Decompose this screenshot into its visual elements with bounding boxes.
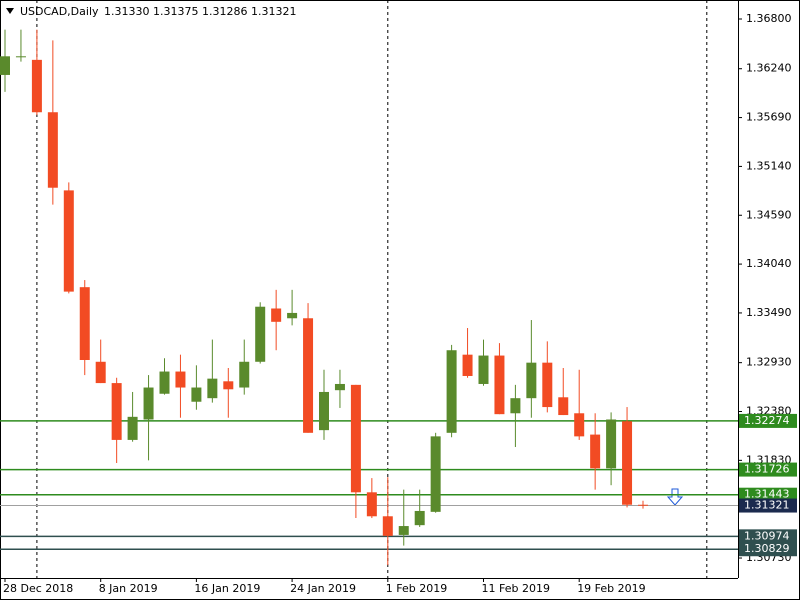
candle-body [414, 510, 425, 526]
level-label: 1.30829 [744, 542, 790, 555]
candle-body [526, 362, 537, 399]
candle-body [350, 384, 361, 493]
level-label-bg [739, 498, 797, 513]
candle-body [606, 419, 617, 469]
candle-body [191, 387, 202, 402]
y-tick-label: 1.35140 [746, 159, 792, 172]
symbol-title: USDCAD,Daily [20, 5, 99, 18]
candle-body [366, 492, 377, 517]
x-tick-label: 28 Dec 2018 [3, 582, 73, 595]
candle-body [255, 306, 266, 362]
down-arrow-icon [666, 488, 684, 506]
candle-body [239, 361, 250, 388]
candle-body [31, 59, 42, 113]
level-label: 1.32274 [744, 414, 790, 427]
level-label-bg [739, 462, 797, 477]
level-label-bg [739, 487, 797, 502]
candle-body [303, 318, 314, 433]
candle-body [542, 362, 553, 408]
header-arrow [6, 8, 14, 14]
candle-body [95, 361, 106, 384]
candle-body [287, 312, 298, 319]
level-label-bg [739, 542, 797, 557]
candle-body [111, 383, 122, 440]
x-tick-label: 1 Feb 2019 [386, 582, 447, 595]
quote-low: 1.31286 [202, 5, 248, 18]
candle-body [319, 391, 329, 431]
level-label-bg [739, 413, 797, 428]
candle-body [510, 398, 521, 414]
candle-body [382, 516, 393, 536]
x-tick-label: 16 Jan 2019 [194, 582, 260, 595]
level-label: 1.30974 [744, 529, 790, 542]
candle-body [590, 434, 601, 469]
level-label-bg [739, 529, 797, 544]
x-tick-label: 11 Feb 2019 [482, 582, 550, 595]
candle-body [79, 287, 90, 360]
quote-high: 1.31375 [153, 5, 199, 18]
candle-body [334, 383, 345, 391]
x-tick-label: 8 Jan 2019 [99, 582, 158, 595]
candle-body [63, 190, 74, 292]
candle-body [638, 504, 648, 506]
y-tick-label: 1.34040 [746, 257, 792, 270]
quote-close: 1.31321 [251, 5, 297, 18]
candle-body [47, 112, 58, 188]
candle-body [446, 350, 457, 433]
candle-body [0, 56, 10, 75]
candle-body [494, 355, 505, 415]
x-tick-label: 24 Jan 2019 [290, 582, 356, 595]
candle-body [175, 371, 186, 388]
level-label: 1.31321 [744, 499, 790, 512]
candle-body [558, 397, 569, 416]
y-tick-label: 1.33490 [746, 306, 792, 319]
quote-open: 1.31330 [104, 5, 150, 18]
y-tick-label: 1.35690 [746, 111, 792, 124]
candle-body [207, 378, 218, 399]
candle-body [398, 526, 409, 535]
candle-body [478, 355, 489, 384]
candle-body [159, 371, 170, 394]
candle-body [462, 354, 473, 376]
candle-body [143, 387, 154, 420]
y-tick-label: 1.36240 [746, 62, 792, 75]
level-label: 1.31726 [744, 463, 790, 476]
x-tick-label: 19 Feb 2019 [577, 582, 645, 595]
candle-body [223, 381, 234, 390]
y-tick-label: 1.36800 [746, 12, 792, 25]
candle-body [430, 436, 441, 512]
candle-body [622, 421, 633, 505]
level-label: 1.31443 [744, 488, 790, 501]
candle-body [127, 416, 138, 440]
candle-body [15, 56, 26, 58]
y-tick-label: 1.34590 [746, 208, 792, 221]
candle-body [271, 308, 282, 322]
y-tick-label: 1.32930 [746, 356, 792, 369]
candle-body [574, 413, 585, 437]
